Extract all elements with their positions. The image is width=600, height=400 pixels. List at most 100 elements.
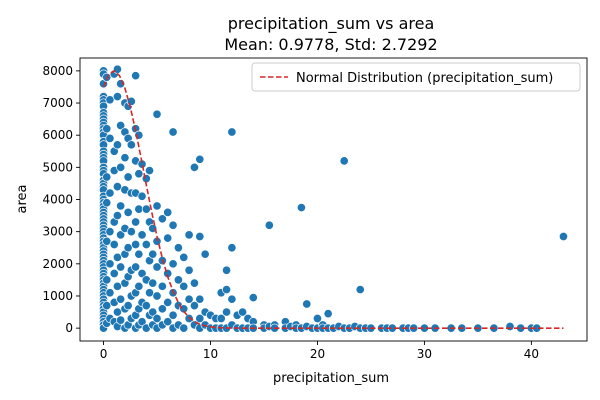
data-point: [102, 124, 112, 134]
y-axis-ticks: 0 1000 2000 3000 4000 5000 6000 7000 8000: [42, 64, 80, 335]
data-point: [123, 301, 133, 311]
data-point: [221, 284, 232, 295]
data-point: [168, 220, 178, 230]
data-point: [505, 321, 515, 332]
data-point: [168, 259, 178, 269]
data-point: [189, 278, 199, 288]
data-point: [116, 201, 126, 211]
data-point: [195, 294, 205, 304]
data-point: [179, 252, 189, 262]
normal-curve: [102, 69, 564, 329]
data-point: [152, 262, 162, 272]
data-point: [152, 291, 162, 301]
data-point: [184, 230, 194, 240]
data-point: [355, 284, 365, 295]
data-point: [112, 92, 122, 102]
chart-subtitle: Mean: 0.9778, Std: 2.7292: [224, 35, 437, 54]
data-point: [227, 127, 237, 137]
y-tick-label: 4000: [42, 193, 73, 207]
data-point: [141, 204, 151, 214]
data-point: [168, 310, 178, 320]
data-point: [312, 313, 323, 324]
data-point: [238, 307, 248, 317]
data-point: [126, 140, 136, 150]
data-point: [105, 95, 115, 105]
data-point: [105, 133, 115, 143]
y-tick-label: 1000: [42, 289, 73, 303]
data-point: [163, 297, 173, 307]
x-tick-label: 40: [524, 347, 539, 361]
data-point: [105, 188, 115, 198]
x-axis-label: precipitation_sum: [273, 371, 389, 386]
data-point: [137, 268, 147, 279]
data-point: [141, 239, 151, 250]
data-point: [221, 307, 232, 317]
data-point: [189, 301, 199, 311]
data-point: [141, 301, 151, 311]
data-point: [195, 231, 205, 242]
data-point: [195, 154, 205, 164]
data-point: [296, 202, 306, 213]
data-point: [227, 294, 237, 304]
data-point: [126, 227, 136, 237]
data-point: [152, 313, 162, 324]
data-point: [112, 140, 122, 150]
y-tick-label: 5000: [42, 160, 73, 174]
legend-entry: Normal Distribution (precipitation_sum): [296, 71, 553, 86]
x-tick-label: 0: [100, 347, 108, 361]
data-point: [323, 309, 333, 319]
data-point: [116, 315, 126, 325]
data-point: [168, 127, 178, 137]
data-point: [148, 223, 158, 233]
data-point: [216, 313, 226, 324]
legend: Normal Distribution (precipitation_sum): [251, 62, 581, 92]
y-tick-label: 6000: [42, 128, 73, 142]
data-point: [163, 317, 173, 327]
data-point: [134, 249, 144, 259]
data-point: [184, 294, 194, 304]
data-point: [105, 288, 115, 298]
legend-box: [251, 62, 581, 92]
data-point: [173, 275, 183, 285]
data-point: [339, 156, 349, 166]
data-point: [105, 227, 115, 237]
y-tick-label: 2000: [42, 257, 73, 271]
data-point: [112, 252, 122, 262]
data-point: [558, 231, 569, 242]
data-point: [264, 220, 274, 230]
x-axis-ticks: 0 10 20 30 40: [100, 341, 539, 361]
data-point: [148, 249, 158, 259]
data-point: [116, 162, 126, 172]
data-point: [200, 249, 210, 259]
data-point: [102, 72, 112, 82]
data-point: [134, 169, 144, 179]
data-point: [137, 230, 147, 240]
data-point: [131, 217, 141, 227]
data-point: [144, 166, 155, 176]
data-point: [109, 239, 119, 250]
data-point: [189, 162, 199, 172]
y-axis-label: area: [15, 185, 30, 214]
data-point: [123, 207, 133, 217]
data-point: [152, 201, 162, 211]
data-point: [116, 120, 126, 131]
data-point: [157, 214, 167, 224]
data-point: [134, 281, 144, 291]
data-point: [112, 64, 122, 74]
data-point: [152, 109, 162, 119]
data-point: [112, 211, 122, 221]
data-point: [102, 198, 112, 208]
data-point: [120, 153, 130, 163]
data-point: [131, 262, 141, 272]
data-point: [148, 278, 158, 288]
data-point: [148, 307, 158, 317]
data-point: [137, 317, 147, 327]
data-point: [179, 281, 189, 291]
data-point: [102, 172, 112, 182]
data-point: [123, 172, 133, 182]
data-point: [134, 204, 144, 214]
data-point: [116, 294, 126, 304]
x-tick-label: 20: [310, 347, 325, 361]
chart-title: precipitation_sum vs area: [228, 14, 435, 34]
